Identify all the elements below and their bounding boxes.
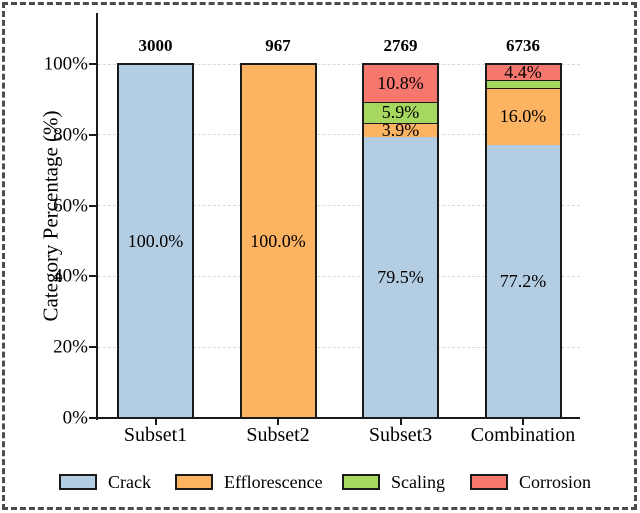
- legend-item-corrosion: Corrosion: [470, 473, 591, 491]
- y-axis-tick: [89, 346, 96, 349]
- bar-segment-efflorescence: [363, 122, 438, 137]
- gridline-80: [98, 134, 580, 136]
- y-axis-spine: [96, 13, 98, 420]
- gridline-60: [98, 205, 580, 207]
- segment-label: 5.9%: [381, 102, 420, 123]
- x-axis-tick: [154, 419, 157, 425]
- x-axis-tick: [399, 419, 402, 425]
- segment-label: 77.2%: [499, 271, 547, 292]
- segment-label: 16.0%: [499, 106, 547, 127]
- bar-outline: [117, 63, 194, 419]
- y-axis-tick: [89, 204, 96, 207]
- x-tick-label-combination: Combination: [470, 424, 576, 446]
- y-tick-label-20%: 20%: [53, 336, 88, 358]
- bar-segment-corrosion: [363, 63, 438, 102]
- y-axis-tick: [89, 133, 96, 136]
- y-tick-label-60%: 60%: [53, 195, 88, 217]
- segment-divider: [363, 100, 438, 103]
- y-tick-label-0%: 0%: [62, 407, 88, 429]
- legend-swatch: [470, 474, 508, 490]
- legend-label: Corrosion: [519, 472, 591, 492]
- bar-segment-efflorescence: [240, 64, 316, 418]
- segment-divider: [363, 121, 438, 124]
- bar-total: 967: [265, 36, 291, 55]
- gridline-100: [98, 63, 580, 65]
- legend-label: Scaling: [391, 472, 445, 492]
- y-axis-tick: [89, 275, 96, 278]
- gridline-40: [98, 275, 580, 277]
- bar-segment-crack: [485, 144, 561, 418]
- bar-total: 3000: [138, 36, 173, 55]
- bar-total: 2769: [383, 36, 418, 55]
- segment-divider: [485, 87, 561, 90]
- segment-label: 10.8%: [377, 72, 424, 93]
- bar-total: 6736: [506, 36, 540, 55]
- legend-swatch: [342, 474, 380, 490]
- gridline-20: [98, 346, 580, 348]
- legend-swatch: [59, 474, 97, 490]
- segment-divider: [485, 78, 561, 81]
- bar-segment-scaling: [485, 79, 561, 89]
- x-axis-tick: [277, 419, 279, 425]
- legend-item-scaling: Scaling: [342, 473, 445, 491]
- segment-label: 100.0%: [127, 231, 184, 251]
- segment-label: 100.0%: [250, 231, 306, 251]
- bar-segment-corrosion: [485, 64, 561, 80]
- bar-segment-crack: [363, 136, 438, 418]
- legend-item-efflorescence: Efflorescence: [175, 473, 323, 491]
- y-tick-label-100%: 100%: [43, 53, 88, 75]
- legend-item-crack: Crack: [59, 473, 151, 491]
- y-axis-tick: [89, 63, 96, 65]
- y-axis-tick: [89, 417, 96, 419]
- segment-label: 79.5%: [377, 267, 424, 288]
- y-tick-label-40%: 40%: [53, 265, 88, 287]
- x-tick-label-subset3: Subset3: [368, 424, 433, 446]
- legend-swatch: [175, 474, 213, 490]
- bar-segment-efflorescence: [485, 88, 561, 145]
- x-axis-tick: [522, 419, 524, 425]
- x-tick-label-subset1: Subset1: [123, 424, 188, 446]
- bar-outline: [362, 62, 439, 419]
- x-tick-label-subset2: Subset2: [246, 424, 310, 446]
- segment-label: 3.9%: [381, 119, 420, 140]
- bar-outline: [484, 63, 562, 419]
- x-axis-spine: [96, 417, 580, 419]
- segment-label: 4.4%: [504, 61, 542, 82]
- legend-label: Efflorescence: [224, 472, 323, 492]
- y-tick-label-80%: 80%: [53, 124, 88, 146]
- bar-segment-crack: [118, 64, 193, 418]
- legend-label: Crack: [108, 472, 151, 492]
- bar-outline: [239, 63, 317, 419]
- bar-segment-scaling: [363, 101, 438, 123]
